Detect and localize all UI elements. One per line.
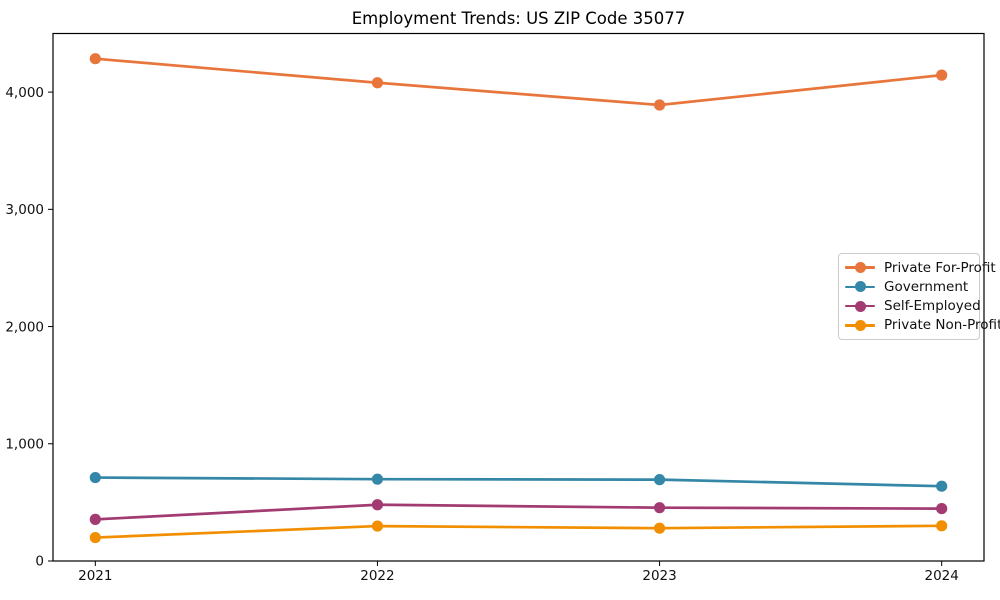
y-axis-tick-label: 1,000 (5, 436, 44, 452)
plot-border (52, 32, 985, 562)
y-axis-tick-label: 3,000 (5, 202, 44, 218)
series-line (93, 503, 944, 521)
x-axis-tick-label: 2022 (360, 568, 394, 584)
data-point (936, 520, 948, 532)
data-point (653, 522, 666, 534)
x-axis-tick-label: 2021 (78, 568, 112, 584)
line-marker-icon (845, 300, 875, 312)
data-point (653, 474, 666, 486)
legend-item-government: Government (845, 277, 973, 296)
legend-label: Self-Employed (884, 298, 981, 315)
data-point (936, 69, 948, 81)
series-line (93, 57, 944, 107)
line-marker-icon (845, 281, 875, 293)
y-axis-tick-label: 2,000 (5, 319, 44, 335)
data-point (89, 513, 101, 525)
legend: Private For-Profit Government Self-Emplo… (838, 253, 1000, 340)
data-point (89, 53, 101, 65)
data-point (89, 531, 101, 544)
x-axis-tick-label: 2024 (925, 568, 959, 584)
data-point (89, 471, 101, 484)
legend-label: Government (884, 278, 969, 295)
chart-title: Employment Trends: US ZIP Code 35077 (351, 9, 686, 28)
data-point (371, 473, 384, 485)
y-axis-tick-label: 4,000 (5, 85, 44, 101)
y-axis-tick-label: 0 (35, 554, 44, 570)
data-point (936, 480, 948, 492)
legend-item-private-for-profit: Private For-Profit (845, 258, 996, 277)
legend-label: Private Non-Profit (884, 317, 1000, 334)
data-point (936, 503, 948, 515)
legend-item-private-non-profit: Private Non-Profit (845, 316, 1000, 335)
x-axis-tick-label: 2023 (642, 568, 676, 584)
data-point (653, 99, 666, 111)
legend-label: Private For-Profit (884, 259, 996, 276)
series-line (93, 524, 944, 539)
line-marker-icon (845, 319, 875, 331)
series-line (93, 476, 944, 488)
data-point (371, 499, 384, 511)
line-marker-icon (845, 262, 875, 274)
data-point (653, 502, 666, 514)
data-point (371, 520, 384, 532)
data-point (371, 77, 384, 89)
legend-item-self-employed: Self-Employed (845, 297, 981, 316)
